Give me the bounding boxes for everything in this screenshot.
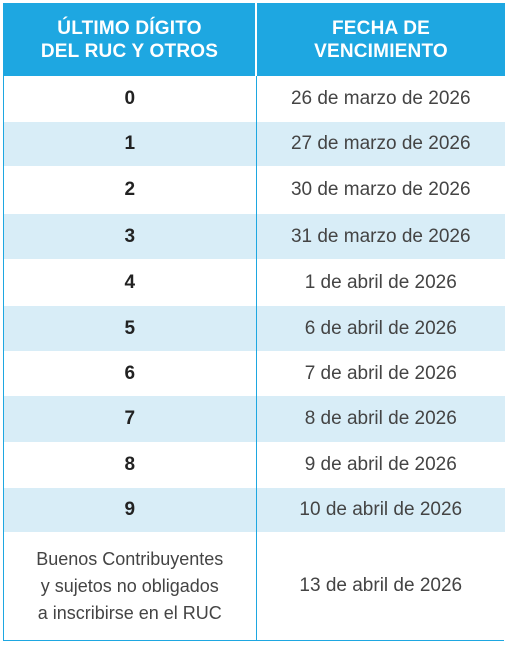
header-due-date: FECHA DE VENCIMIENTO	[256, 3, 505, 76]
date-cell: 26 de marzo de 2026	[256, 76, 505, 122]
date-cell: 8 de abril de 2026	[256, 396, 505, 442]
digit-cell: 9	[4, 488, 257, 532]
date-cell: 1 de abril de 2026	[256, 259, 505, 306]
digit-cell: 5	[4, 306, 257, 351]
date-cell: 10 de abril de 2026	[256, 488, 505, 532]
date-cell: 30 de marzo de 2026	[256, 166, 505, 214]
date-cell: 7 de abril de 2026	[256, 351, 505, 396]
schedule-table: ÚLTIMO DÍGITO DEL RUC Y OTROS FECHA DE V…	[4, 3, 505, 640]
table-row: 7 8 de abril de 2026	[4, 396, 505, 442]
header-last-digit-line2: DEL RUC Y OTROS	[40, 40, 219, 62]
date-cell: 9 de abril de 2026	[256, 442, 505, 488]
other-taxpayers-cell: Buenos Contribuyentes y sujetos no oblig…	[4, 532, 257, 640]
other-taxpayers-line2: y sujetos no obligados	[40, 575, 219, 596]
table-row: 3 31 de marzo de 2026	[4, 214, 505, 259]
digit-cell: 3	[4, 214, 257, 259]
table-row: 2 30 de marzo de 2026	[4, 166, 505, 214]
digit-cell: 7	[4, 396, 257, 442]
table-row-other: Buenos Contribuyentes y sujetos no oblig…	[4, 532, 505, 640]
header-last-digit-line1: ÚLTIMO DÍGITO	[57, 17, 202, 39]
digit-cell: 1	[4, 122, 257, 166]
digit-cell: 2	[4, 166, 257, 214]
table-row: 9 10 de abril de 2026	[4, 488, 505, 532]
other-taxpayers-line3: a inscribirse en el RUC	[37, 602, 222, 623]
date-cell: 6 de abril de 2026	[256, 306, 505, 351]
digit-cell: 6	[4, 351, 257, 396]
digit-cell: 4	[4, 259, 257, 306]
table-row: 0 26 de marzo de 2026	[4, 76, 505, 122]
due-dates-table: ÚLTIMO DÍGITO DEL RUC Y OTROS FECHA DE V…	[3, 3, 505, 641]
table-row: 4 1 de abril de 2026	[4, 259, 505, 306]
digit-cell: 8	[4, 442, 257, 488]
table-header: ÚLTIMO DÍGITO DEL RUC Y OTROS FECHA DE V…	[4, 3, 505, 76]
table-row: 8 9 de abril de 2026	[4, 442, 505, 488]
header-last-digit: ÚLTIMO DÍGITO DEL RUC Y OTROS	[4, 3, 257, 76]
table-row: 1 27 de marzo de 2026	[4, 122, 505, 166]
date-cell: 13 de abril de 2026	[256, 532, 505, 640]
date-cell: 31 de marzo de 2026	[256, 214, 505, 259]
header-due-date-line1: FECHA DE	[331, 17, 430, 39]
table-row: 6 7 de abril de 2026	[4, 351, 505, 396]
other-taxpayers-line1: Buenos Contribuyentes	[36, 548, 224, 569]
table-row: 5 6 de abril de 2026	[4, 306, 505, 351]
header-due-date-line2: VENCIMIENTO	[314, 40, 448, 62]
table-body: 0 26 de marzo de 2026 1 27 de marzo de 2…	[4, 76, 505, 640]
date-cell: 27 de marzo de 2026	[256, 122, 505, 166]
digit-cell: 0	[4, 76, 257, 122]
